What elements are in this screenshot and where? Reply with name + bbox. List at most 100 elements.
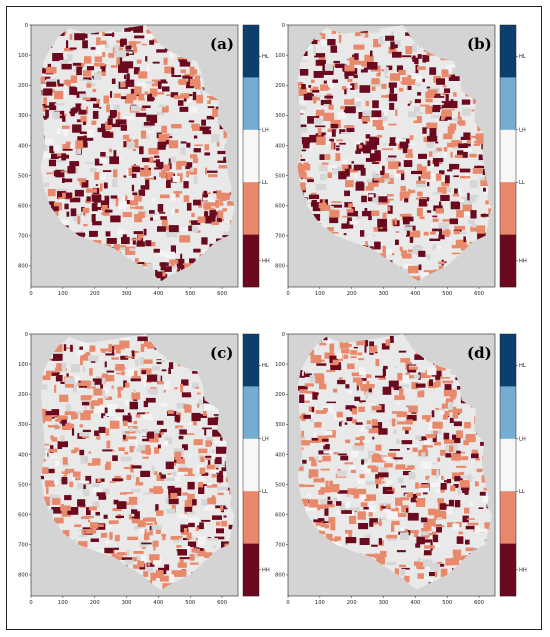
cluster-patch [362,211,372,217]
cluster-patch [102,390,106,397]
cluster-patch [96,433,101,440]
cluster-patch [145,567,153,572]
cluster-patch [381,83,387,89]
cluster-patch [447,522,455,528]
cluster-patch [105,396,113,400]
cluster-patch [432,534,439,543]
x-tick-label: 0 [286,291,289,297]
cluster-patch [420,254,431,260]
cluster-patch [452,194,460,197]
cluster-patch [138,211,145,219]
cluster-patch [120,82,126,88]
panel-label: (b) [467,35,492,53]
cluster-patch [420,549,424,554]
cluster-patch [366,141,378,150]
cluster-patch [483,187,486,192]
cluster-patch [217,210,224,219]
cluster-patch [401,505,409,513]
cluster-patch [398,350,407,353]
cluster-patch [167,409,174,414]
cluster-patch [460,176,471,179]
cluster-patch [166,180,171,188]
cluster-patch [177,549,187,556]
cluster-patch [141,125,153,128]
cluster-patch [133,526,142,530]
cluster-patch [352,377,362,383]
cluster-patch [76,148,82,154]
cluster-patch [134,35,145,39]
cluster-patch [374,553,384,559]
cluster-patch [140,555,147,564]
x-tick-label: 300 [122,291,132,297]
cluster-patch [315,410,327,414]
cluster-patch [379,519,382,527]
cluster-patch [174,95,181,100]
cluster-patch [113,104,120,111]
cluster-patch [387,452,397,459]
cluster-patch [317,128,322,136]
cluster-patch [352,445,364,451]
cluster-patch [381,69,385,72]
cluster-patch [413,106,420,113]
x-tick-label: 200 [347,291,357,297]
cluster-patch [63,344,67,351]
cluster-patch [371,544,378,547]
cluster-patch [419,436,427,441]
cluster-patch [426,367,437,376]
cluster-patch [100,183,103,192]
cluster-patch [101,532,108,538]
cluster-patch [202,87,207,91]
cluster-patch [431,469,441,476]
cluster-patch [94,172,100,180]
cluster-patch [433,158,444,162]
cluster-patch [350,350,358,355]
cluster-patch [197,216,206,223]
cluster-patch [177,100,184,106]
cluster-patch [102,52,106,58]
cluster-patch [109,532,113,540]
cluster-patch [395,109,398,117]
x-tick-label: 200 [90,600,100,606]
cluster-patch [495,228,499,233]
cluster-patch [122,135,129,140]
cluster-patch [207,460,211,468]
cluster-patch [150,118,154,121]
cluster-patch [451,453,461,461]
cluster-patch [175,191,180,198]
cluster-patch [54,384,57,393]
colorbar-segment [500,386,516,439]
cluster-patch [460,231,467,235]
cluster-patch [382,143,387,146]
cluster-patch [401,567,410,570]
cluster-patch [143,122,155,126]
cluster-patch [382,245,386,254]
cluster-patch [417,66,426,70]
cluster-patch [67,54,73,61]
cluster-patch [147,563,151,566]
cluster-patch [101,205,108,211]
cluster-patch [297,167,305,176]
cluster-patch [126,474,131,480]
cluster-patch [337,112,347,119]
cluster-patch [131,184,135,192]
cluster-patch [72,107,78,113]
cluster-patch [444,384,452,390]
cluster-patch [372,171,376,178]
cluster-patch [440,449,446,456]
cluster-patch [332,540,342,550]
cluster-patch [80,412,91,421]
cluster-patch [164,436,173,444]
cluster-patch [432,215,438,218]
cluster-patch [314,55,325,58]
cluster-patch [77,66,83,69]
cluster-patch [421,272,429,279]
cluster-patch [416,166,427,173]
cluster-patch [134,217,143,223]
cluster-patch [137,233,144,239]
cluster-patch [54,90,64,100]
cluster-patch [344,190,350,197]
cluster-patch [191,212,195,218]
cluster-patch [399,564,406,568]
cluster-patch [417,573,424,579]
cluster-patch [318,165,328,172]
